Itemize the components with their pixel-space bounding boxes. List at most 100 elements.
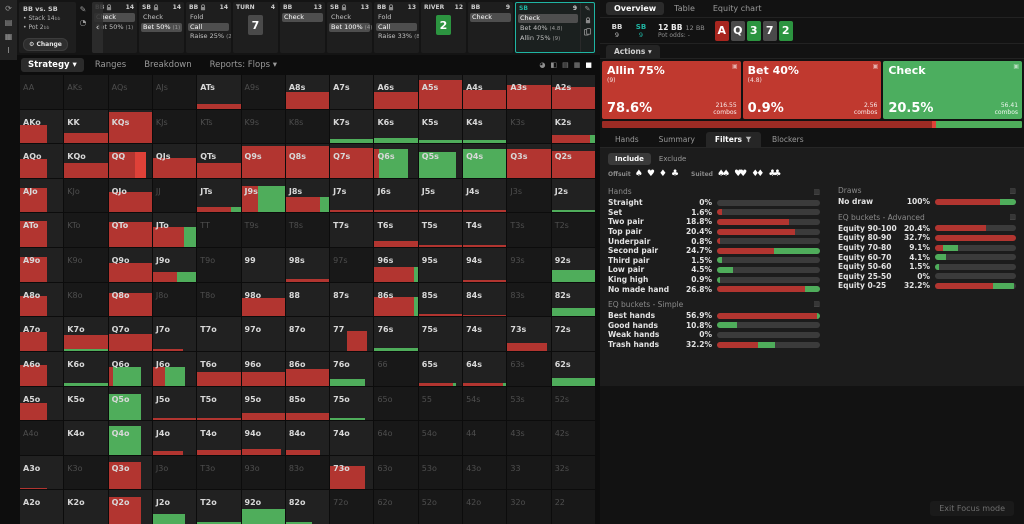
hand-cell-66[interactable]: 66 bbox=[374, 351, 418, 386]
hand-cell-Q6s[interactable]: Q6s bbox=[374, 144, 418, 178]
hand-cell-J2s[interactable]: J2s bbox=[551, 178, 595, 213]
hand-cell-62o[interactable]: 62o bbox=[374, 490, 418, 524]
node-action[interactable]: Fold bbox=[190, 13, 204, 21]
hand-cell-85s[interactable]: 85s bbox=[418, 282, 463, 317]
hand-cell-T2o[interactable]: T2o bbox=[197, 490, 241, 524]
suited-suit-button[interactable]: ♥♥ bbox=[734, 169, 747, 179]
filter-row-straight[interactable]: Straight 0% bbox=[608, 198, 820, 208]
street-node-turn[interactable]: TURN 4 7 bbox=[233, 2, 278, 53]
hand-cell-AKo[interactable]: AKo bbox=[20, 109, 64, 144]
hand-cell-A3s[interactable]: A3s bbox=[507, 75, 551, 109]
hand-cell-QTs[interactable]: QTs bbox=[197, 144, 241, 178]
action-node-bb[interactable]: BB14CheckBet 50%(1)‹ bbox=[92, 2, 137, 53]
filter-row-good-hands[interactable]: Good hands 10.8% bbox=[608, 321, 820, 331]
hand-cell-83s[interactable]: 83s bbox=[507, 282, 551, 317]
hand-cell-63s[interactable]: 63s bbox=[507, 351, 551, 386]
hand-cell-75o[interactable]: 75o bbox=[330, 386, 374, 421]
hand-cell-AJo[interactable]: AJo bbox=[20, 178, 64, 213]
filter-row-equity-60-70[interactable]: Equity 60-70 4.1% bbox=[838, 252, 1016, 262]
hand-cell-A6s[interactable]: A6s bbox=[374, 75, 418, 109]
chart-view-icon[interactable]: ◧ bbox=[550, 61, 558, 69]
hand-cell-T6o[interactable]: T6o bbox=[197, 351, 241, 386]
hand-cell-96s[interactable]: 96s bbox=[374, 248, 418, 282]
hand-cell-93o[interactable]: 93o bbox=[241, 455, 285, 490]
hand-cell-ATo[interactable]: ATo bbox=[20, 213, 64, 248]
hand-cell-98o[interactable]: 98o bbox=[241, 282, 285, 317]
hand-cell-43s[interactable]: 43s bbox=[507, 421, 551, 455]
hand-cell-Q5s[interactable]: Q5s bbox=[418, 144, 463, 178]
offsuit-suit-button[interactable]: ♣ bbox=[670, 169, 680, 179]
node-action[interactable]: Bet 50% (1) bbox=[141, 22, 182, 32]
hand-cell-63o[interactable]: 63o bbox=[374, 455, 418, 490]
hand-cell-KJo[interactable]: KJo bbox=[64, 178, 108, 213]
hand-cell-75s[interactable]: 75s bbox=[418, 317, 463, 351]
section-bars-icon[interactable]: ▥ bbox=[813, 187, 820, 196]
hand-cell-JTs[interactable]: JTs bbox=[197, 178, 241, 213]
hand-cell-86s[interactable]: 86s bbox=[374, 282, 418, 317]
pencil-icon[interactable]: ✎ bbox=[584, 5, 591, 13]
expand-icon[interactable]: ▣ bbox=[1013, 63, 1020, 70]
hand-cell-86o[interactable]: 86o bbox=[285, 351, 330, 386]
hand-cell-Q7s[interactable]: Q7s bbox=[330, 144, 374, 178]
hand-cell-T5s[interactable]: T5s bbox=[418, 213, 463, 248]
hand-cell-Q7o[interactable]: Q7o bbox=[108, 317, 152, 351]
hand-cell-T8o[interactable]: T8o bbox=[197, 282, 241, 317]
hand-cell-43o[interactable]: 43o bbox=[463, 455, 507, 490]
suited-suit-button[interactable]: ♠♠ bbox=[716, 169, 730, 179]
hand-cell-53s[interactable]: 53s bbox=[507, 386, 551, 421]
filter-row-no-made-hand[interactable]: No made hand 26.8% bbox=[608, 284, 820, 294]
hand-cell-94o[interactable]: 94o bbox=[241, 421, 285, 455]
filter-row-third-pair[interactable]: Third pair 1.5% bbox=[608, 256, 820, 266]
tab-hands[interactable]: Hands bbox=[615, 135, 639, 144]
hand-cell-T4o[interactable]: T4o bbox=[197, 421, 241, 455]
hand-cell-32s[interactable]: 32s bbox=[551, 455, 595, 490]
exclude-button[interactable]: Exclude bbox=[658, 154, 687, 163]
tab-summary[interactable]: Summary bbox=[658, 135, 695, 144]
node-action[interactable]: Call bbox=[376, 22, 417, 31]
hand-cell-QJo[interactable]: QJo bbox=[108, 178, 152, 213]
hand-cell-T3s[interactable]: T3s bbox=[507, 213, 551, 248]
filter-row-low-pair[interactable]: Low pair 4.5% bbox=[608, 265, 820, 275]
hand-cell-52s[interactable]: 52s bbox=[551, 386, 595, 421]
hand-cell-64o[interactable]: 64o bbox=[374, 421, 418, 455]
hand-cell-TT[interactable]: TT bbox=[197, 213, 241, 248]
hand-cell-K8s[interactable]: K8s bbox=[285, 109, 330, 144]
hand-cell-QTo[interactable]: QTo bbox=[108, 213, 152, 248]
hand-cell-98s[interactable]: 98s bbox=[285, 248, 330, 282]
hand-cell-A7s[interactable]: A7s bbox=[330, 75, 374, 109]
node-action[interactable]: Check bbox=[94, 13, 135, 22]
hand-cell-53o[interactable]: 53o bbox=[418, 455, 463, 490]
node-action[interactable]: Check bbox=[331, 13, 351, 21]
hand-cell-K5s[interactable]: K5s bbox=[418, 109, 463, 144]
hand-cell-73o[interactable]: 73o bbox=[330, 455, 374, 490]
include-button[interactable]: Include bbox=[608, 152, 651, 165]
grid-tab-ranges[interactable]: Ranges bbox=[94, 60, 127, 70]
hand-cell-99[interactable]: 99 bbox=[241, 248, 285, 282]
hand-cell-Q9s[interactable]: Q9s bbox=[241, 144, 285, 178]
filter-row-equity-50-60[interactable]: Equity 50-60 1.5% bbox=[838, 262, 1016, 272]
history-clock-icon[interactable]: ◔ bbox=[79, 18, 87, 27]
hand-cell-87s[interactable]: 87s bbox=[330, 282, 374, 317]
hand-cell-Q2o[interactable]: Q2o bbox=[108, 490, 152, 524]
tab-filters[interactable]: Filters bbox=[705, 132, 762, 147]
hand-cell-92s[interactable]: 92s bbox=[551, 248, 595, 282]
hand-cell-22[interactable]: 22 bbox=[551, 490, 595, 524]
tab-table[interactable]: Table bbox=[674, 4, 695, 13]
filter-row-weak-hands[interactable]: Weak hands 0% bbox=[608, 330, 820, 340]
filter-row-underpair[interactable]: Underpair 0.8% bbox=[608, 236, 820, 246]
hand-cell-Q8s[interactable]: Q8s bbox=[285, 144, 330, 178]
section-bars-icon[interactable]: ▥ bbox=[813, 300, 820, 309]
hand-cell-74s[interactable]: 74s bbox=[463, 317, 507, 351]
hand-cell-T7o[interactable]: T7o bbox=[197, 317, 241, 351]
hand-cell-JJ[interactable]: JJ bbox=[152, 178, 197, 213]
filter-row-king-high[interactable]: King high 0.9% bbox=[608, 275, 820, 285]
hand-cell-Q4s[interactable]: Q4s bbox=[463, 144, 507, 178]
hand-cell-65o[interactable]: 65o bbox=[374, 386, 418, 421]
controller-icon[interactable]: ▦ bbox=[4, 32, 13, 41]
hand-cell-J6s[interactable]: J6s bbox=[374, 178, 418, 213]
hand-cell-Q5o[interactable]: Q5o bbox=[108, 386, 152, 421]
hand-cell-A6o[interactable]: A6o bbox=[20, 351, 64, 386]
hand-cell-A7o[interactable]: A7o bbox=[20, 317, 64, 351]
offsuit-suit-button[interactable]: ♠ bbox=[634, 169, 643, 179]
